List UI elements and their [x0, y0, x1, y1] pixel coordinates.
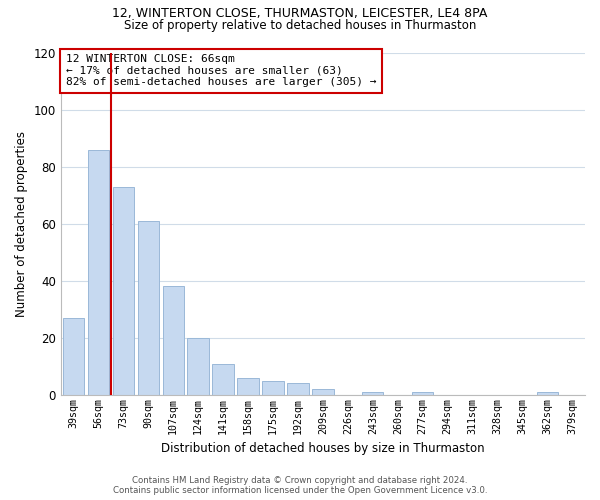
Bar — [262, 380, 284, 395]
Text: Contains HM Land Registry data © Crown copyright and database right 2024.
Contai: Contains HM Land Registry data © Crown c… — [113, 476, 487, 495]
Text: Size of property relative to detached houses in Thurmaston: Size of property relative to detached ho… — [124, 18, 476, 32]
Bar — [88, 150, 109, 395]
Bar — [287, 384, 308, 395]
X-axis label: Distribution of detached houses by size in Thurmaston: Distribution of detached houses by size … — [161, 442, 485, 455]
Bar — [238, 378, 259, 395]
Bar — [113, 186, 134, 395]
Bar — [412, 392, 433, 395]
Bar — [137, 221, 159, 395]
Bar — [62, 318, 84, 395]
Y-axis label: Number of detached properties: Number of detached properties — [15, 130, 28, 316]
Bar — [537, 392, 558, 395]
Bar — [312, 389, 334, 395]
Bar — [163, 286, 184, 395]
Bar — [212, 364, 233, 395]
Bar — [362, 392, 383, 395]
Text: 12, WINTERTON CLOSE, THURMASTON, LEICESTER, LE4 8PA: 12, WINTERTON CLOSE, THURMASTON, LEICEST… — [112, 8, 488, 20]
Text: 12 WINTERTON CLOSE: 66sqm
← 17% of detached houses are smaller (63)
82% of semi-: 12 WINTERTON CLOSE: 66sqm ← 17% of detac… — [66, 54, 377, 88]
Bar — [187, 338, 209, 395]
